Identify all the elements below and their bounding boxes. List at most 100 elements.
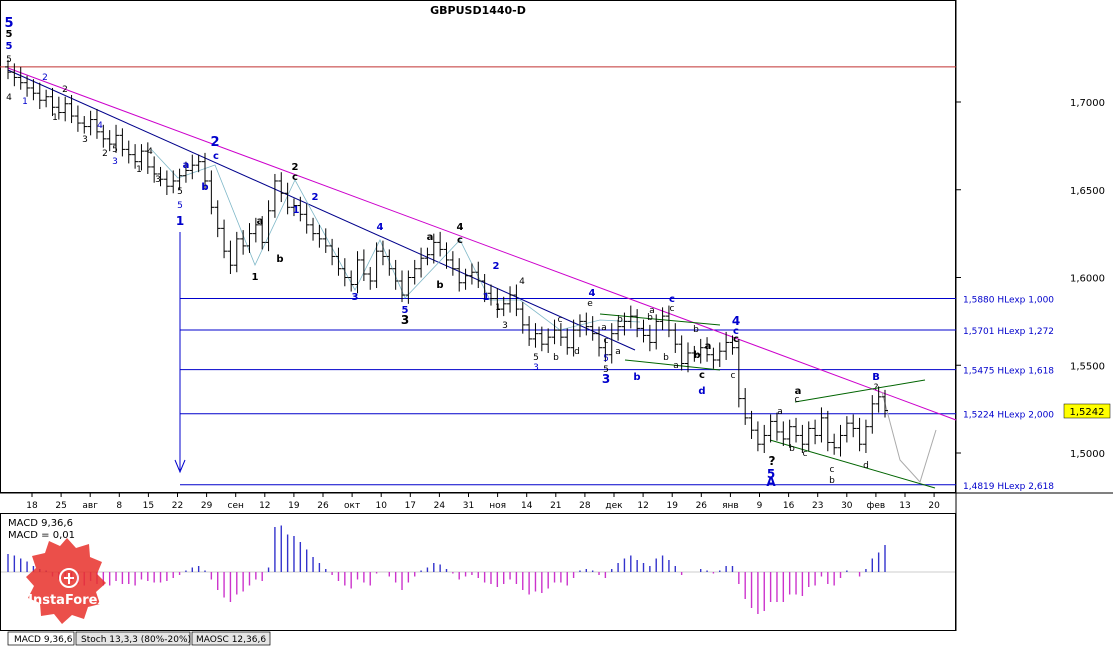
price-bar — [24, 75, 31, 97]
current-price-tag — [1063, 403, 1111, 419]
price-bar — [138, 144, 145, 171]
price-bar — [793, 417, 800, 443]
price-bar — [735, 338, 742, 408]
price-bar — [100, 124, 107, 148]
price-bar — [214, 200, 221, 238]
price-bar — [634, 309, 641, 338]
tab-stoch[interactable]: Stoch 13,3,3 (80%-20%) — [75, 631, 191, 646]
x-tick-label: 19 — [666, 501, 678, 511]
price-bar — [449, 251, 456, 276]
price-bar — [424, 247, 431, 266]
price-bar — [189, 154, 196, 180]
price-bar — [43, 89, 50, 108]
price-bar — [81, 116, 88, 134]
price-bar — [132, 144, 139, 169]
price-bar — [271, 173, 278, 218]
tab-maosc-label: MAOSC 12,36,6 — [196, 635, 266, 645]
wave-label: c — [830, 465, 835, 475]
x-tick-label: 20 — [928, 501, 940, 511]
price-bar — [869, 395, 876, 434]
price-bar — [678, 335, 685, 371]
price-bar — [157, 166, 164, 187]
green-channel-lower — [624, 359, 721, 371]
wave-label: 2 — [493, 261, 500, 272]
logo-text: InstaForex — [28, 593, 106, 608]
price-bar — [62, 96, 69, 122]
price-bar — [379, 240, 386, 266]
wave-label: 5 — [112, 145, 118, 155]
price-bar — [5, 59, 11, 80]
arrow-head-icon — [174, 459, 186, 474]
price-bar — [151, 156, 158, 183]
wave-label: c — [670, 304, 675, 314]
logo-mark-icon — [59, 568, 79, 588]
tab-maosc[interactable]: MAOSC 12,36,6 — [191, 631, 271, 646]
level-label: 1,5224 HLexp 2,000 — [963, 411, 1054, 421]
wave-label: b — [789, 444, 795, 454]
wave-label: c — [558, 315, 563, 325]
price-bar — [615, 319, 622, 341]
price-bar — [11, 63, 18, 87]
price-bar — [265, 200, 272, 252]
wave-label: 4 — [147, 147, 153, 157]
price-bar — [659, 307, 666, 331]
indicator-tabs: MACD 9,36,6 Stoch 13,3,3 (80%-20%) MAOSC… — [7, 631, 271, 646]
price-bar — [538, 326, 545, 352]
x-tick-label: 24 — [434, 501, 446, 511]
price-bar — [494, 288, 501, 318]
price-bar — [284, 182, 291, 215]
x-tick-label: окт — [344, 501, 360, 511]
price-bar — [824, 410, 831, 452]
y-tick-label: 1,6500 — [1070, 186, 1105, 197]
x-tick-label: 26 — [317, 501, 329, 511]
price-bar — [882, 389, 888, 418]
price-bar — [754, 421, 761, 452]
price-bar — [773, 412, 780, 441]
price-bar — [55, 96, 62, 120]
price-bar — [716, 342, 723, 368]
price-bar — [278, 172, 285, 203]
x-tick-label: 12 — [259, 501, 270, 511]
x-tick-label: сен — [228, 501, 244, 511]
tab-macd[interactable]: MACD 9,36,6 — [7, 631, 75, 646]
wave-label: 3 — [401, 313, 409, 327]
price-bar — [373, 242, 380, 289]
price-bar — [430, 233, 437, 264]
macd-label: MACD 9,36,6 — [8, 518, 73, 529]
price-bar — [862, 419, 869, 453]
wave-label: 3 — [602, 372, 610, 386]
y-tick-label: 1,7000 — [1070, 98, 1105, 109]
price-bar — [290, 198, 297, 217]
wave-label: b — [693, 350, 700, 361]
price-bar — [596, 326, 603, 357]
wave-label: 2 — [292, 162, 299, 173]
wave-label: 5 — [177, 201, 183, 211]
blue-trendline — [7, 69, 636, 351]
wave-label: b — [276, 254, 283, 265]
price-bar — [627, 305, 634, 329]
wave-label: a — [795, 386, 802, 397]
x-tick-label: 18 — [26, 501, 38, 511]
wave-label: c — [292, 172, 298, 183]
wave-label: c — [669, 294, 675, 305]
price-bar — [310, 217, 317, 241]
price-bar — [227, 240, 234, 274]
price-bar — [850, 414, 857, 438]
price-bar — [513, 284, 520, 317]
price-bar — [831, 433, 838, 455]
price-bar — [704, 337, 711, 362]
wave-label: 3 — [112, 157, 118, 167]
wave-label: b — [647, 313, 653, 323]
x-tick-label: дек — [605, 501, 623, 511]
price-bar — [87, 110, 94, 136]
wave-label: a — [673, 361, 679, 371]
price-bar — [780, 421, 787, 446]
price-bar — [411, 259, 418, 285]
wave-label: d — [574, 347, 580, 357]
wave-label: c — [213, 151, 219, 162]
price-bar — [583, 312, 590, 336]
price-bar — [335, 247, 342, 276]
price-bar — [519, 302, 526, 334]
